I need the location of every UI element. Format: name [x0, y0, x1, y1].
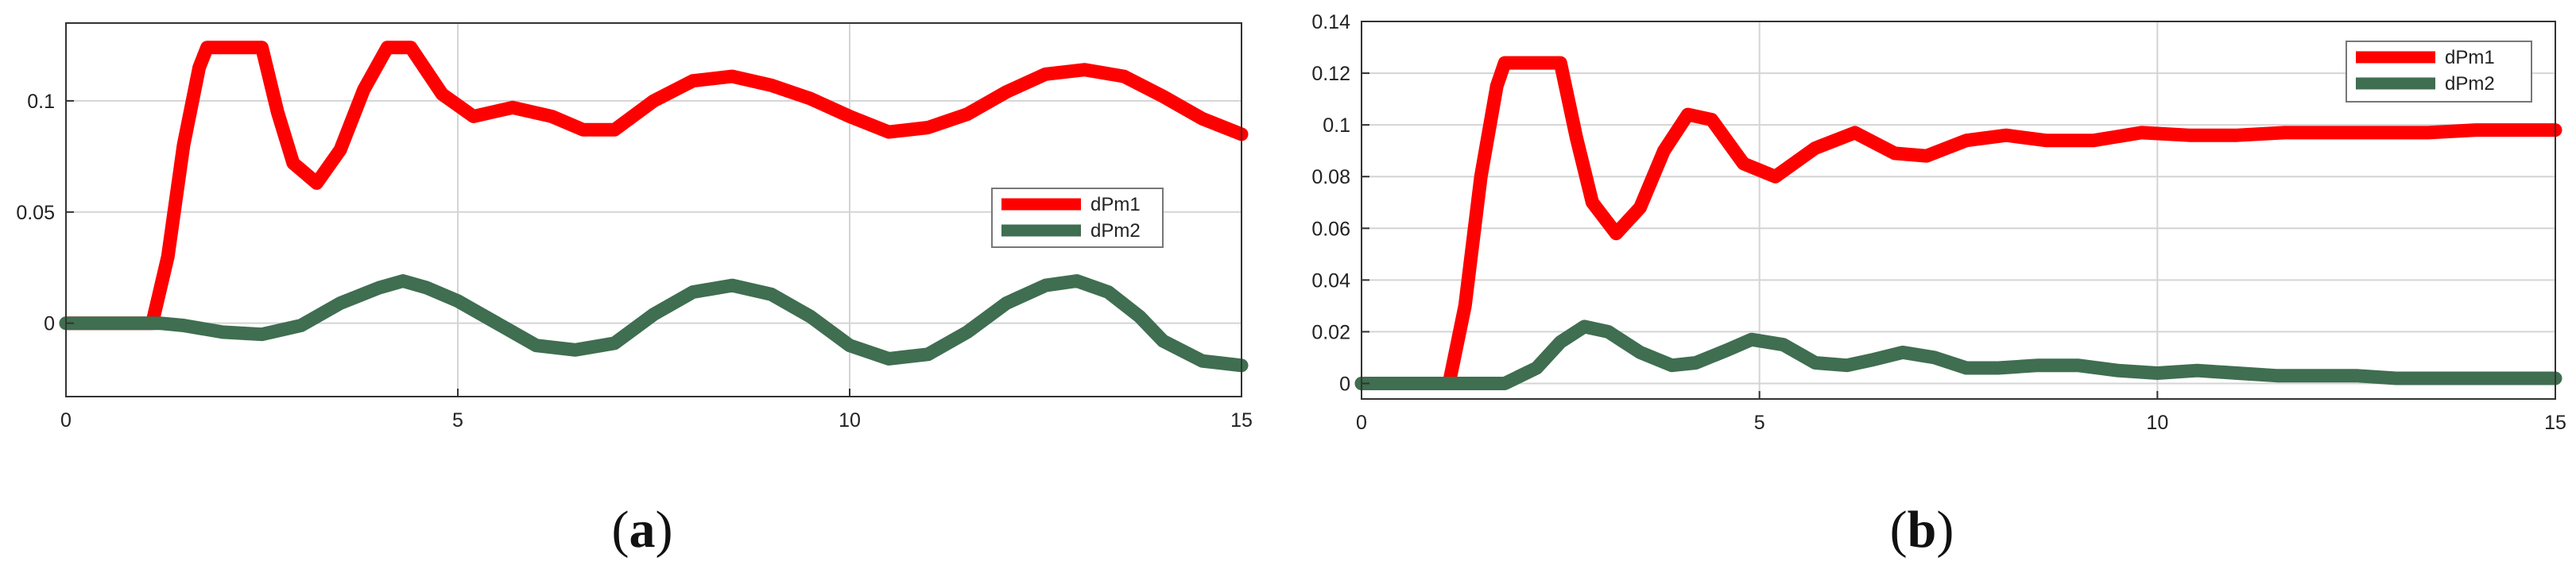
x-tick-label: 5 [1754, 412, 1765, 434]
y-tick-label: 0.1 [27, 91, 55, 113]
x-tick-label: 0 [1356, 412, 1367, 434]
x-tick-label: 10 [2146, 412, 2168, 434]
y-tick-label: 0.05 [16, 202, 55, 224]
series-line-dpm2 [59, 274, 1249, 373]
y-tick-label: 0.06 [1311, 218, 1350, 240]
y-tick-label: 0.12 [1311, 63, 1350, 85]
x-tick-label: 15 [1230, 409, 1253, 432]
legend: dPm1 dPm2 [2346, 41, 2532, 103]
caption-b: (b) [1890, 501, 1954, 559]
chart-a: 0 5 10 15 0 0.05 0.1 dPm1 dPm2 [16, 22, 1253, 432]
y-tick-label: 0.02 [1311, 321, 1350, 343]
series-line-dpm1 [59, 41, 1249, 331]
y-tick-label: 0 [1339, 373, 1350, 395]
y-tick-label: 0.1 [1323, 114, 1350, 137]
legend-label-dpm1: dPm1 [1090, 194, 1141, 215]
chart-b: 0 5 10 1500.020.040.060.080.10.120.14dPm1dP… [1311, 11, 2566, 434]
legend-box [991, 188, 1164, 248]
y-tick-label: 0.04 [1311, 269, 1350, 292]
plot-frame [1361, 21, 2556, 400]
y-tick-label: 0 [44, 313, 55, 335]
y-tick-label: 0.08 [1311, 166, 1350, 188]
legend-label-dpm2: dPm2 [1090, 220, 1141, 242]
x-tick-label: 10 [839, 409, 861, 432]
x-tick-label: 5 [452, 409, 463, 432]
legend-box [2346, 41, 2532, 103]
legend: dPm1 dPm2 [991, 188, 1164, 248]
x-tick-label: 0 [60, 409, 72, 432]
series-line-dpm1 [1354, 56, 2562, 390]
plot-frame [65, 22, 1242, 397]
caption-a: (a) [612, 501, 673, 559]
y-tick-label: 0.14 [1311, 11, 1350, 33]
series-line-dpm2 [1354, 319, 2562, 390]
x-tick-label: 15 [2544, 412, 2566, 434]
legend-label-dpm1: dPm1 [2445, 47, 2495, 68]
legend-label-dpm2: dPm2 [2445, 73, 2495, 95]
